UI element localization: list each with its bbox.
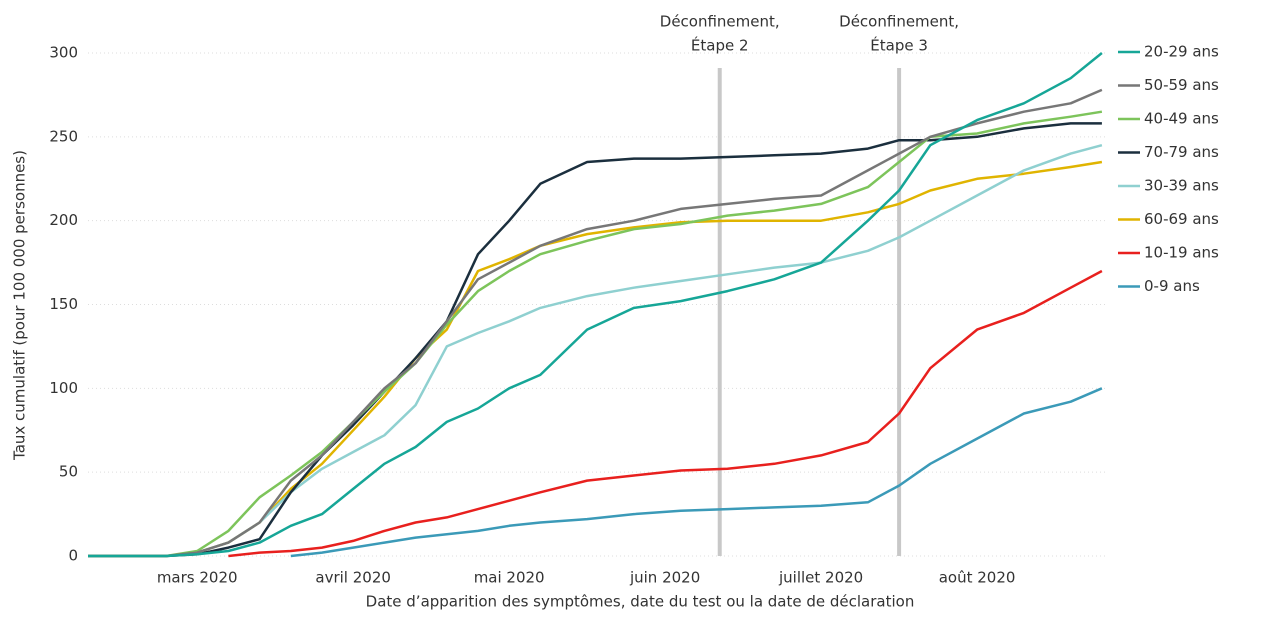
y-tick-label: 0 [68, 547, 78, 565]
legend-label: 40-49 ans [1144, 110, 1219, 128]
y-tick-label: 300 [49, 44, 78, 62]
legend-label: 20-29 ans [1144, 43, 1219, 61]
annotation-text: Déconfinement, [660, 13, 780, 31]
x-tick-label: avril 2020 [315, 569, 391, 587]
legend-label: 30-39 ans [1144, 177, 1219, 195]
annotation-text: Étape 2 [691, 36, 749, 55]
x-tick-label: mars 2020 [157, 569, 238, 587]
legend-label: 10-19 ans [1144, 244, 1219, 262]
series-line [88, 122, 1102, 558]
legend-label: 50-59 ans [1144, 76, 1219, 94]
series-line [88, 52, 1103, 558]
y-tick-label: 150 [49, 295, 78, 313]
series-line [88, 110, 1103, 558]
y-tick-label: 50 [59, 463, 78, 481]
y-tick-label: 100 [49, 379, 78, 397]
legend-label: 60-69 ans [1144, 210, 1219, 228]
x-tick-label: juillet 2020 [778, 569, 863, 587]
series-line [88, 143, 1103, 558]
legend-label: 70-79 ans [1144, 143, 1219, 161]
x-tick-label: juin 2020 [629, 569, 700, 587]
series-line [88, 88, 1103, 558]
x-tick-label: août 2020 [939, 569, 1016, 587]
annotation-text: Étape 3 [870, 36, 928, 55]
y-tick-label: 250 [49, 127, 78, 145]
y-tick-label: 200 [49, 211, 78, 229]
annotation-text: Déconfinement, [839, 13, 959, 31]
x-tick-label: mai 2020 [474, 569, 545, 587]
series-line [290, 387, 1103, 558]
x-axis-label: Date d’apparition des symptômes, date du… [366, 593, 915, 611]
y-axis-label: Taux cumulatif (pour 100 000 personnes) [11, 150, 29, 461]
legend-label: 0-9 ans [1144, 277, 1200, 295]
series-line [228, 269, 1103, 558]
